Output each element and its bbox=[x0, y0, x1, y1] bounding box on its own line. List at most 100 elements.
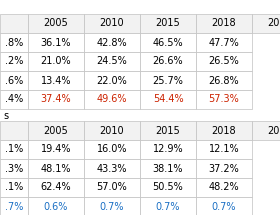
Text: 26.5%: 26.5% bbox=[209, 57, 239, 66]
Bar bbox=[28, 33, 84, 52]
Bar bbox=[140, 52, 196, 71]
Text: .4%: .4% bbox=[5, 95, 23, 104]
Text: 57.3%: 57.3% bbox=[209, 95, 239, 104]
Bar bbox=[140, 197, 196, 215]
Text: 24.5%: 24.5% bbox=[97, 57, 127, 66]
Text: 0.7%: 0.7% bbox=[156, 201, 180, 212]
Text: 48.1%: 48.1% bbox=[41, 163, 71, 174]
Bar bbox=[0, 159, 28, 178]
Text: 37.2%: 37.2% bbox=[209, 163, 239, 174]
Bar bbox=[84, 178, 140, 197]
Bar bbox=[0, 71, 28, 90]
Text: 26.6%: 26.6% bbox=[153, 57, 183, 66]
Bar bbox=[84, 90, 140, 109]
Text: 49.6%: 49.6% bbox=[97, 95, 127, 104]
Text: 54.4%: 54.4% bbox=[153, 95, 183, 104]
Text: .3%: .3% bbox=[5, 163, 23, 174]
Bar bbox=[196, 140, 252, 159]
Bar bbox=[28, 140, 84, 159]
Bar bbox=[196, 90, 252, 109]
Bar bbox=[140, 71, 196, 90]
Text: 2015: 2015 bbox=[156, 126, 180, 135]
Bar bbox=[84, 197, 140, 215]
Bar bbox=[0, 140, 28, 159]
Text: 37.4%: 37.4% bbox=[41, 95, 71, 104]
Text: 0.7%: 0.7% bbox=[212, 201, 236, 212]
Bar bbox=[84, 52, 140, 71]
Bar bbox=[252, 121, 280, 140]
Bar bbox=[28, 71, 84, 90]
Text: .7%: .7% bbox=[5, 201, 23, 212]
Text: s: s bbox=[3, 111, 8, 121]
Bar bbox=[140, 121, 196, 140]
Text: 2018: 2018 bbox=[212, 126, 236, 135]
Text: .2%: .2% bbox=[5, 57, 23, 66]
Bar bbox=[28, 197, 84, 215]
Bar bbox=[252, 14, 280, 33]
Bar bbox=[140, 33, 196, 52]
Text: 2019: 2019 bbox=[268, 126, 280, 135]
Text: 62.4%: 62.4% bbox=[41, 183, 71, 192]
Bar bbox=[140, 14, 196, 33]
Text: 2015: 2015 bbox=[156, 18, 180, 29]
Bar bbox=[0, 52, 28, 71]
Text: .6%: .6% bbox=[5, 75, 23, 86]
Bar bbox=[196, 71, 252, 90]
Text: 48.2%: 48.2% bbox=[209, 183, 239, 192]
Bar bbox=[140, 90, 196, 109]
Bar bbox=[196, 159, 252, 178]
Text: 47.7%: 47.7% bbox=[209, 37, 239, 48]
Bar bbox=[0, 33, 28, 52]
Text: .8%: .8% bbox=[5, 37, 23, 48]
Bar bbox=[28, 52, 84, 71]
Bar bbox=[28, 178, 84, 197]
Bar bbox=[0, 197, 28, 215]
Bar bbox=[84, 159, 140, 178]
Bar bbox=[84, 14, 140, 33]
Bar bbox=[28, 90, 84, 109]
Text: 42.8%: 42.8% bbox=[97, 37, 127, 48]
Text: 2010: 2010 bbox=[100, 126, 124, 135]
Text: 36.1%: 36.1% bbox=[41, 37, 71, 48]
Bar bbox=[140, 178, 196, 197]
Text: 12.9%: 12.9% bbox=[153, 144, 183, 155]
Bar bbox=[0, 14, 28, 33]
Bar bbox=[0, 121, 28, 140]
Text: 2010: 2010 bbox=[100, 18, 124, 29]
Text: 2019: 2019 bbox=[268, 18, 280, 29]
Bar bbox=[140, 140, 196, 159]
Text: .1%: .1% bbox=[5, 183, 23, 192]
Text: 25.7%: 25.7% bbox=[153, 75, 183, 86]
Bar bbox=[140, 159, 196, 178]
Text: 57.0%: 57.0% bbox=[97, 183, 127, 192]
Text: 46.5%: 46.5% bbox=[153, 37, 183, 48]
Bar bbox=[28, 14, 84, 33]
Bar bbox=[28, 121, 84, 140]
Text: 0.6%: 0.6% bbox=[44, 201, 68, 212]
Bar bbox=[0, 90, 28, 109]
Text: 22.0%: 22.0% bbox=[97, 75, 127, 86]
Text: 43.3%: 43.3% bbox=[97, 163, 127, 174]
Text: 50.5%: 50.5% bbox=[153, 183, 183, 192]
Bar bbox=[84, 33, 140, 52]
Text: 19.4%: 19.4% bbox=[41, 144, 71, 155]
Bar bbox=[196, 33, 252, 52]
Bar bbox=[28, 159, 84, 178]
Bar bbox=[84, 121, 140, 140]
Bar bbox=[196, 178, 252, 197]
Text: 2018: 2018 bbox=[212, 18, 236, 29]
Text: 21.0%: 21.0% bbox=[41, 57, 71, 66]
Text: 2005: 2005 bbox=[44, 126, 68, 135]
Bar bbox=[0, 178, 28, 197]
Bar bbox=[196, 52, 252, 71]
Text: .1%: .1% bbox=[5, 144, 23, 155]
Text: 0.7%: 0.7% bbox=[100, 201, 124, 212]
Text: 2005: 2005 bbox=[44, 18, 68, 29]
Bar bbox=[84, 140, 140, 159]
Bar bbox=[196, 14, 252, 33]
Text: 13.4%: 13.4% bbox=[41, 75, 71, 86]
Bar bbox=[84, 71, 140, 90]
Text: 16.0%: 16.0% bbox=[97, 144, 127, 155]
Bar bbox=[196, 197, 252, 215]
Text: 26.8%: 26.8% bbox=[209, 75, 239, 86]
